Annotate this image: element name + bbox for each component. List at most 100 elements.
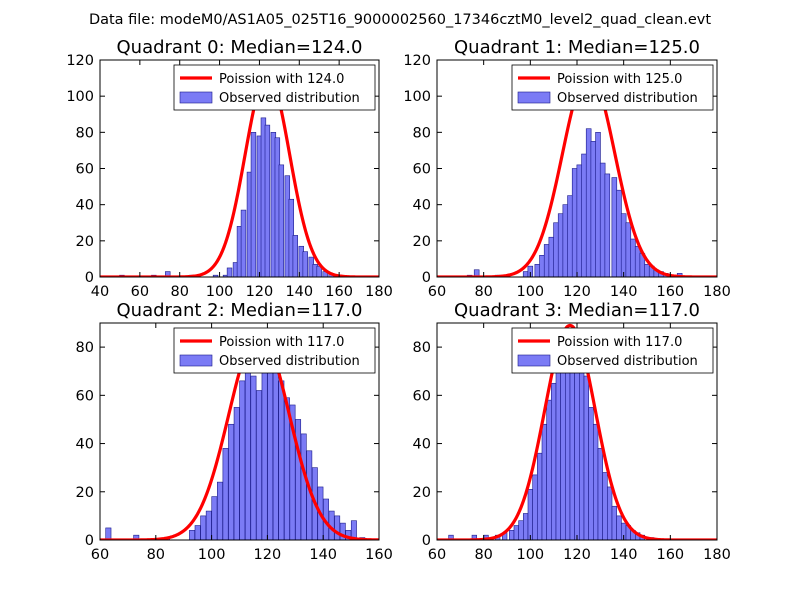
- histogram-bar: [244, 366, 251, 540]
- x-tick-label: 100: [516, 284, 544, 300]
- y-tick-label: 100: [403, 89, 431, 105]
- panel-title: Quadrant 0: Median=124.0: [117, 37, 363, 58]
- histogram-bar: [133, 534, 140, 540]
- x-tick-label: 140: [610, 547, 638, 563]
- histogram-bar: [205, 510, 212, 540]
- histogram-bar: [302, 251, 308, 277]
- histogram-bar: [562, 204, 569, 277]
- legend-bars-label: Observed distribution: [219, 91, 360, 106]
- x-tick-label: 80: [147, 547, 165, 563]
- x-tick-label: 180: [703, 547, 731, 563]
- histogram-bar: [261, 358, 268, 540]
- x-tick-label: 80: [474, 547, 492, 563]
- histogram-bar: [541, 423, 547, 540]
- x-tick-label: 160: [325, 284, 353, 300]
- x-tick-label: 180: [703, 284, 731, 300]
- x-tick-label: 180: [365, 284, 393, 300]
- legend-bars-label: Observed distribution: [557, 91, 698, 106]
- histogram-bar: [583, 375, 589, 540]
- x-tick-label: 160: [365, 547, 393, 563]
- x-tick-label: 80: [474, 284, 492, 300]
- histogram-bar: [222, 448, 229, 540]
- histogram-bar: [194, 525, 201, 540]
- histogram-bar: [630, 238, 636, 277]
- histogram-bar: [593, 423, 599, 540]
- histogram-bar: [522, 271, 529, 277]
- x-tick-label: 140: [610, 284, 638, 300]
- histogram-bar: [523, 513, 529, 540]
- histogram-bar: [509, 530, 515, 540]
- histogram-bar: [602, 472, 608, 540]
- legend: Poission with 125.0 Observed distribution: [511, 64, 714, 111]
- histogram-bar: [256, 390, 262, 540]
- histogram-bar: [607, 486, 613, 540]
- y-tick-label: 40: [76, 437, 94, 453]
- histogram-bar: [581, 153, 587, 277]
- x-tick-label: 60: [91, 547, 109, 563]
- y-tick-label: 120: [66, 53, 94, 69]
- legend-bars-swatch: [517, 354, 551, 367]
- histogram-bar: [278, 380, 285, 540]
- histogram-bar: [576, 164, 583, 277]
- histogram-bar: [513, 525, 519, 540]
- x-tick-label: 40: [91, 284, 109, 300]
- x-tick-label: 60: [131, 284, 149, 300]
- histogram-bar: [211, 496, 218, 540]
- legend: Poission with 117.0 Observed distribution: [173, 327, 376, 374]
- histogram-bar: [189, 530, 196, 540]
- histogram-bar: [300, 433, 307, 540]
- legend-curve-label: Poission with 117.0: [557, 335, 682, 350]
- histogram-bar: [620, 213, 627, 277]
- panel-title: Quadrant 3: Median=117.0: [454, 300, 700, 321]
- panel-title: Quadrant 1: Median=125.0: [454, 37, 700, 58]
- histogram-bar: [250, 132, 257, 277]
- y-tick-label: 20: [76, 485, 94, 501]
- histogram-bar: [595, 132, 601, 277]
- y-tick-label: 60: [76, 388, 94, 404]
- y-tick-label: 80: [413, 340, 431, 356]
- histogram-bar: [228, 423, 235, 540]
- histogram-bar: [226, 267, 233, 277]
- y-tick-label: 20: [76, 234, 94, 250]
- quadrant-1-panel: Quadrant 1: Median=125.0 60 80 100 120 140 160…: [403, 37, 731, 300]
- y-tick-label: 120: [403, 53, 431, 69]
- legend-curve-label: Poission with 117.0: [219, 335, 344, 350]
- quadrant-0-panel: Quadrant 0: Median=124.0 40 60 80 100 120 140 1…: [66, 37, 393, 300]
- histogram-bar: [527, 489, 533, 540]
- histogram-bar: [272, 370, 279, 540]
- histogram-bar: [548, 236, 555, 277]
- histogram-bar: [264, 124, 271, 277]
- y-tick-label: 60: [413, 162, 431, 178]
- x-tick-label: 120: [563, 284, 591, 300]
- histogram-bar: [334, 515, 341, 540]
- histogram-bar: [239, 380, 246, 540]
- x-tick-label: 100: [516, 547, 544, 563]
- histogram-bar: [539, 255, 545, 277]
- y-tick-label: 0: [422, 533, 431, 549]
- histogram-bar: [212, 274, 219, 277]
- x-tick-label: 160: [656, 547, 684, 563]
- histogram-bar: [553, 222, 559, 277]
- legend-bars-label: Observed distribution: [557, 354, 698, 369]
- x-tick-label: 120: [246, 284, 274, 300]
- histogram-bar: [448, 534, 454, 540]
- histogram-bar: [579, 363, 585, 540]
- histogram-bar: [597, 448, 603, 540]
- histogram-bar: [588, 407, 594, 540]
- x-tick-label: 100: [198, 547, 226, 563]
- quadrant-2-panel: Quadrant 2: Median=117.0 60 80 100 120 140 160…: [76, 300, 393, 563]
- histogram-bar: [611, 505, 617, 540]
- histogram-bar: [616, 515, 622, 540]
- y-tick-label: 60: [76, 162, 94, 178]
- y-tick-label: 60: [413, 388, 431, 404]
- y-tick-label: 0: [422, 270, 431, 286]
- axes-frame: [99, 322, 380, 541]
- y-tick-label: 40: [413, 198, 431, 214]
- figure-suptitle: Data file: modeM0/AS1A05_025T16_90000025…: [89, 12, 711, 28]
- histogram-bar: [567, 195, 573, 277]
- histogram-bar: [240, 209, 247, 277]
- legend-bars-swatch: [517, 91, 551, 104]
- legend: Poission with 124.0 Observed distribution: [173, 64, 376, 111]
- y-tick-label: 40: [76, 198, 94, 214]
- histogram-bar: [278, 164, 285, 277]
